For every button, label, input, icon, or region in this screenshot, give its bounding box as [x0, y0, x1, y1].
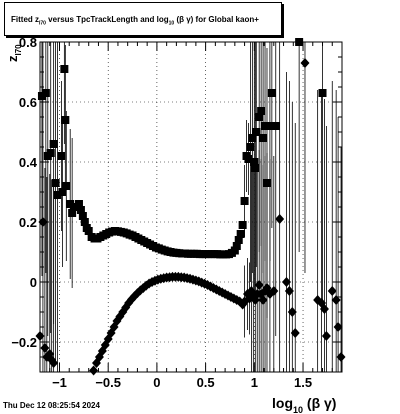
square-marker [51, 179, 60, 187]
square-marker [261, 122, 270, 130]
y-tick-label: 0 [30, 275, 37, 290]
diamond-marker [290, 328, 300, 338]
diamond-marker [254, 280, 264, 290]
diamond-marker [300, 58, 310, 68]
y-axis-label-sub: I70 [14, 44, 23, 56]
x-tick-label: 0.5 [197, 375, 215, 390]
diamond-marker [327, 286, 337, 296]
y-tick-label: 0.2 [19, 215, 37, 230]
x-tick-label: 1.5 [294, 375, 312, 390]
square-marker [76, 206, 85, 214]
error-bars [39, 42, 342, 372]
square-marker [78, 212, 87, 220]
square-marker [265, 122, 274, 130]
diamond-marker [269, 286, 279, 296]
square-marker [238, 221, 247, 229]
square-marker [41, 89, 50, 97]
diamond-marker [284, 286, 294, 296]
diamond-marker [35, 331, 45, 341]
x-axis-label-rest: (β γ) [303, 395, 336, 411]
diamond-marker [250, 295, 260, 305]
plot-frame [39, 41, 343, 373]
grid-lines [40, 41, 342, 372]
square-marker [257, 107, 266, 115]
title-middle: versus TpcTrackLength and log [45, 15, 169, 24]
diamond-marker [38, 217, 48, 227]
square-marker [240, 197, 249, 205]
square-marker [61, 116, 70, 124]
axis-tick-labels: −1 −0.5 0 0.5 1 1.5 −0.2 0 0.2 0.4 0.6 0.8 [11, 35, 312, 390]
title-log-subscript: 10 [168, 20, 175, 27]
title-box: Fitted zI70 versus TpcTrackLength and lo… [4, 2, 282, 36]
square-marker [262, 179, 271, 187]
diamond-marker [319, 304, 329, 314]
square-marker [234, 236, 243, 244]
diamond-marker [336, 352, 346, 362]
square-marker [62, 182, 71, 190]
y-tick-label: 0.8 [19, 35, 37, 50]
square-marker [68, 209, 77, 217]
square-marker [84, 227, 93, 235]
y-axis-label: zI70 [5, 44, 23, 62]
x-tick-label: 1 [251, 375, 258, 390]
square-marker [252, 128, 261, 136]
square-marker [49, 140, 58, 148]
y-tick-label: 0.6 [19, 95, 37, 110]
square-marker [271, 122, 280, 130]
square-marker [318, 89, 327, 97]
diamond-marker [40, 343, 50, 353]
square-marker [230, 246, 239, 255]
square-marker [248, 134, 257, 142]
diamond-marker [281, 277, 291, 287]
square-marker [255, 113, 264, 121]
square-marker [53, 191, 62, 199]
diamond-marker [275, 214, 285, 224]
x-axis-label-sub: 10 [293, 405, 303, 414]
diamond-marker [258, 295, 268, 305]
data-markers [35, 38, 346, 376]
square-marker [46, 149, 55, 157]
square-marker [57, 152, 66, 160]
diamond-marker [287, 307, 297, 317]
diamond-marker [321, 331, 331, 341]
square-marker [80, 218, 89, 226]
x-tick-label: −0.5 [95, 375, 121, 390]
chart-title: Fitted zI70 versus TpcTrackLength and lo… [11, 15, 259, 27]
square-marker [259, 134, 268, 142]
square-marker [236, 230, 245, 238]
square-marker [250, 158, 259, 166]
square-marker [70, 203, 79, 211]
square-marker [232, 242, 241, 250]
square-marker [295, 38, 304, 46]
square-marker [246, 143, 255, 151]
diamond-marker [331, 295, 341, 305]
y-axis-label-main: z [5, 55, 20, 62]
square-marker [74, 200, 83, 208]
square-marker [244, 155, 253, 163]
title-suffix: (β γ) for Global kaon+ [174, 15, 259, 24]
square-marker [251, 164, 260, 172]
square-marker [60, 65, 69, 73]
x-tick-label: −1 [52, 375, 67, 390]
title-prefix: Fitted z [11, 15, 39, 24]
square-marker [58, 188, 67, 196]
diamond-marker [89, 365, 99, 376]
axis-ticks [40, 41, 343, 372]
x-axis-label-log: log [272, 395, 293, 411]
y-tick-label: −0.2 [11, 335, 37, 350]
x-axis-label: log10 (β γ) [272, 395, 336, 414]
square-marker [267, 89, 276, 97]
y-tick-label: 0.4 [19, 155, 38, 170]
diamond-marker [49, 358, 59, 368]
timestamp: Thu Dec 12 08:25:54 2024 [3, 401, 100, 410]
title-z-subscript: I70 [39, 20, 46, 27]
x-tick-label: 0 [153, 375, 160, 390]
diamond-marker [333, 322, 343, 332]
